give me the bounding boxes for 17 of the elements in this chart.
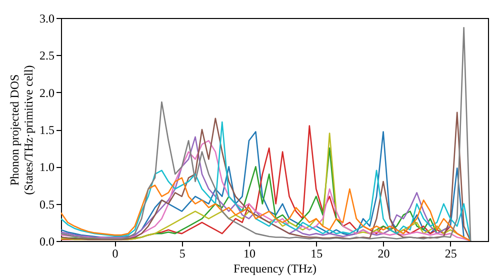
x-tick-label: 5 bbox=[179, 246, 186, 260]
y-axis-title: Phonon projected DOS (States/THz·primitive cell) bbox=[8, 65, 36, 195]
x-tick-label: 0 bbox=[112, 246, 118, 260]
line-series bbox=[61, 177, 472, 241]
x-tick-label: 25 bbox=[444, 246, 457, 260]
y-tick-label: 1.5 bbox=[40, 123, 54, 137]
x-tick-label: 20 bbox=[378, 246, 390, 260]
x-tick-label: 15 bbox=[310, 246, 323, 260]
x-tick-label: 10 bbox=[243, 246, 256, 260]
y-tick-label: 2.5 bbox=[40, 48, 54, 63]
y-tick-label: 3.0 bbox=[40, 12, 54, 26]
line-series bbox=[61, 27, 472, 241]
y-tick-label: 0.0 bbox=[40, 234, 54, 248]
y-tick-label: 1.0 bbox=[40, 160, 54, 174]
y-tick-label: 0.5 bbox=[40, 197, 54, 212]
y-tick-label: 2.0 bbox=[40, 86, 54, 100]
x-axis-title: Frequency (THz) bbox=[234, 262, 316, 276]
